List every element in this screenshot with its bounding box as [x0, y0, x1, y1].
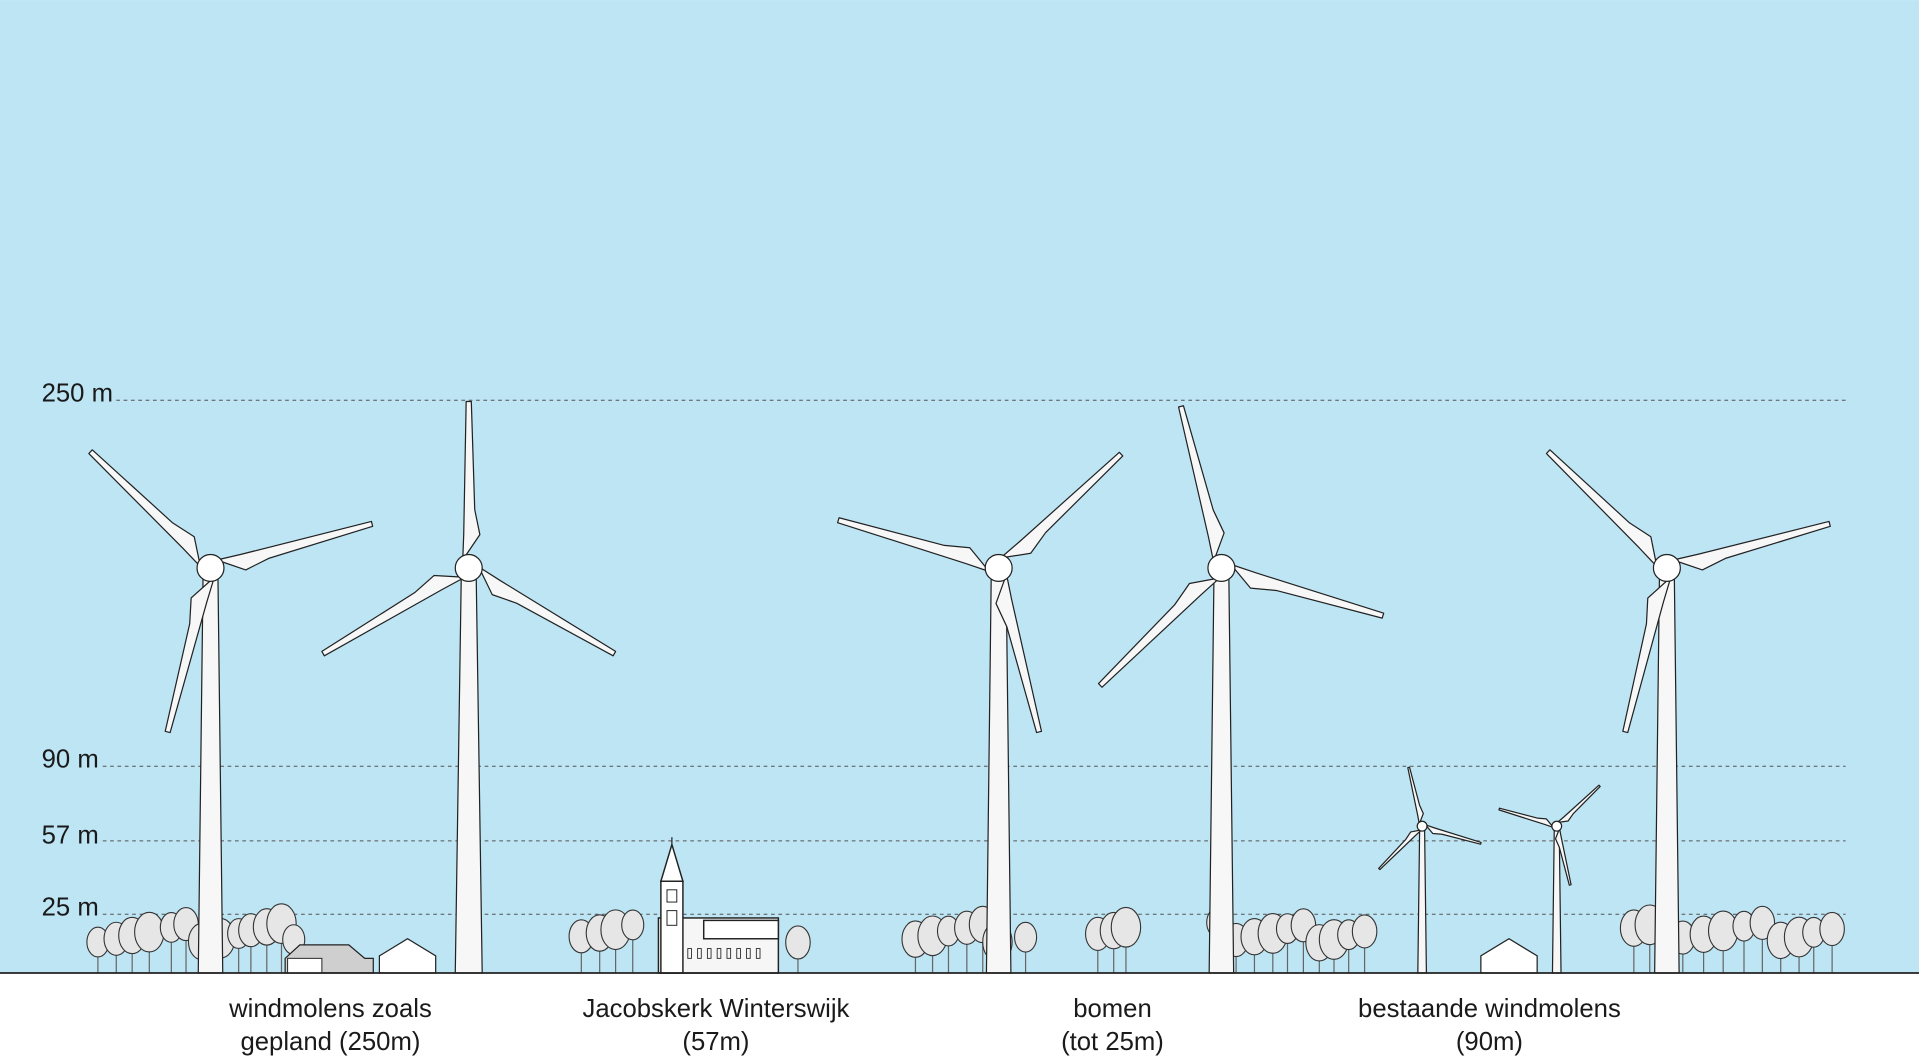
caption-church-line2: (57m): [682, 1028, 749, 1056]
turbine-blade: [1407, 766, 1424, 825]
caption-existing-turbines-line1: bestaande windmolens: [1358, 995, 1621, 1023]
turbine-tower: [1417, 825, 1428, 974]
planned-wind-turbine: [88, 449, 374, 974]
turbine-blade: [1378, 829, 1423, 871]
caption-planned-turbines-line1: windmolens zoals: [228, 995, 432, 1023]
captions: windmolens zoals gepland (250m) Jacobske…: [228, 995, 1621, 1056]
tree: [1819, 911, 1845, 974]
turbine-tower: [1208, 567, 1235, 974]
ground-area: [0, 973, 1919, 1060]
caption-church-line1: Jacobskerk Winterswijk: [582, 995, 849, 1023]
tree: [1749, 905, 1776, 974]
turbine-hub: [984, 553, 1013, 583]
church-spire: [659, 841, 684, 882]
church-tower: [660, 880, 684, 974]
turbine-blade: [1177, 405, 1225, 563]
turbine-blade: [1545, 449, 1658, 568]
label-57m: 57 m: [42, 821, 99, 849]
planned-wind-turbine: [1545, 449, 1831, 974]
tree: [1351, 914, 1378, 974]
caption-trees-line2: (tot 25m): [1061, 1028, 1164, 1056]
turbine-blade: [999, 451, 1124, 559]
existing-wind-turbine: [1498, 784, 1601, 974]
turbine-blade: [836, 517, 990, 573]
label-25m: 25 m: [42, 894, 99, 922]
wind-turbines: [88, 400, 1831, 974]
church: [657, 837, 780, 974]
existing-wind-turbine: [1378, 766, 1482, 974]
tree: [621, 909, 645, 974]
turbine-hub: [1652, 553, 1681, 583]
tree: [785, 925, 811, 974]
turbine-hub: [1207, 553, 1236, 583]
turbine-blade: [164, 576, 215, 734]
turbine-blade: [1556, 784, 1601, 824]
turbine-blade: [216, 520, 374, 571]
turbine-blade: [1424, 824, 1482, 845]
label-90m: 90 m: [42, 745, 99, 773]
turbine-hub: [196, 553, 225, 583]
tree: [936, 915, 961, 974]
planned-wind-turbine: [1097, 405, 1385, 974]
turbine-blade: [995, 573, 1043, 734]
caption-planned-turbines-line2: gepland (250m): [240, 1028, 420, 1056]
turbine-blade: [1230, 563, 1385, 619]
turbine-blade: [478, 566, 617, 657]
tree: [1110, 906, 1142, 974]
turbine-hub: [454, 553, 483, 583]
turbine-hub: [1551, 820, 1563, 832]
height-reference-lines: 250 m 90 m 57 m 25 m: [42, 379, 1846, 922]
turbine-blade: [1554, 827, 1572, 886]
turbine-blade: [462, 400, 481, 561]
sky: [0, 0, 1919, 974]
tree: [1732, 910, 1756, 974]
turbine-blade: [88, 449, 202, 568]
turbine-blade: [1097, 577, 1221, 688]
tree: [1802, 916, 1826, 974]
planned-wind-turbine: [321, 400, 617, 974]
turbine-blade: [1672, 520, 1831, 571]
turbine-tower: [197, 567, 224, 974]
turbine-tower: [1654, 567, 1680, 974]
turbine-blade: [321, 574, 466, 657]
planned-wind-turbine: [836, 451, 1124, 974]
caption-trees-line1: bomen: [1073, 995, 1152, 1023]
tree: [1014, 921, 1038, 974]
caption-existing-turbines-line2: (90m): [1456, 1028, 1523, 1056]
label-250m: 250 m: [42, 379, 113, 407]
turbine-blade: [1498, 807, 1554, 829]
turbine-blade: [1622, 576, 1672, 734]
turbine-hub: [1416, 820, 1428, 832]
